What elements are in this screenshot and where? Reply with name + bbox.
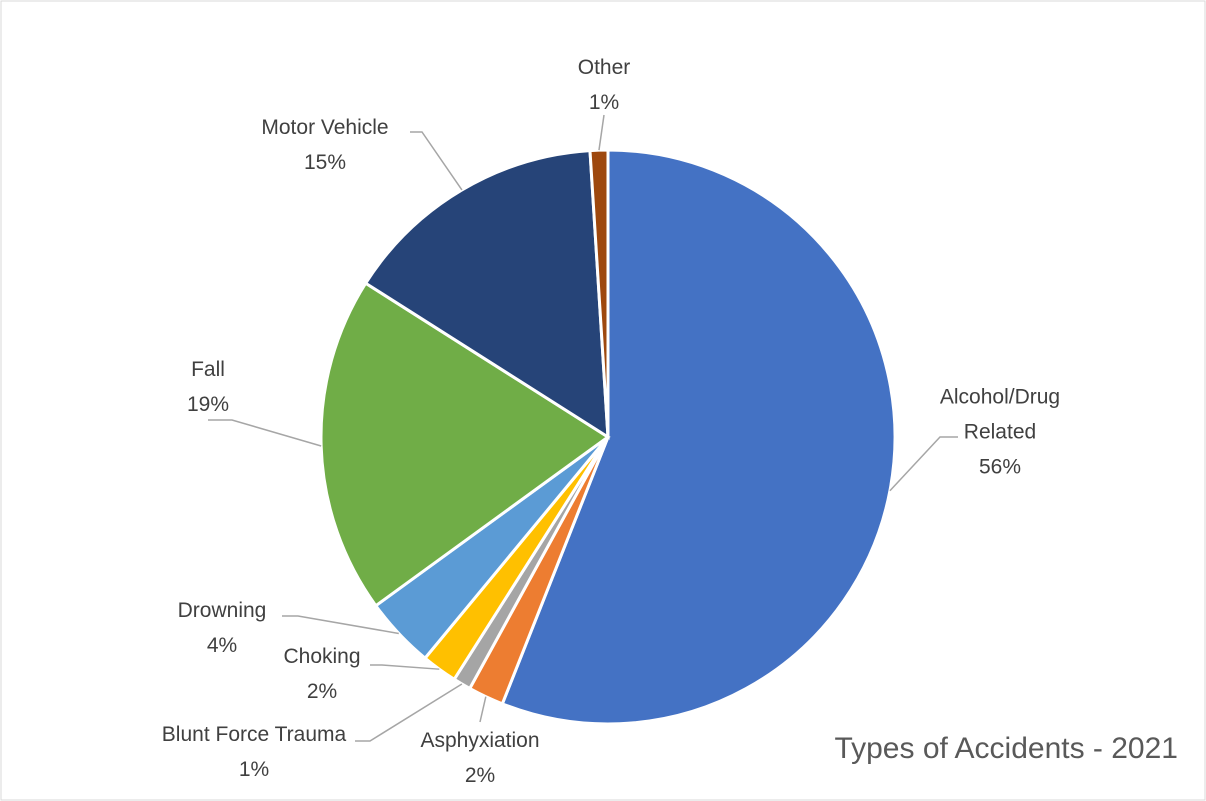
label-name: Asphyxiation [420, 729, 540, 752]
data-label: Motor Vehicle 15% [261, 110, 388, 180]
label-name: Fall [191, 358, 225, 381]
label-value: 1% [238, 758, 270, 781]
label-name: Drowning [177, 599, 267, 622]
pie-slice [500, 148, 897, 726]
label-value: 15% [303, 151, 347, 174]
label-name: Other [577, 56, 631, 79]
leader-line [208, 419, 322, 447]
label-value: 2% [464, 764, 496, 787]
label-value: 56% [978, 455, 1022, 479]
data-label: Other 1% [578, 50, 631, 120]
data-label: Choking 2% [283, 639, 360, 709]
leader-line [410, 131, 463, 191]
label-name: Motor Vehicle [261, 116, 389, 139]
label-value: 4% [206, 634, 238, 657]
label-name: Choking [283, 645, 361, 668]
leader-line [598, 114, 605, 151]
leader-line [889, 436, 958, 492]
chart-title: Types of Accidents - 2021 [834, 732, 1178, 765]
label-name: Blunt Force Trauma [161, 723, 347, 746]
data-label: Blunt Force Trauma 1% [162, 717, 346, 787]
pie-slice [319, 281, 611, 608]
leader-line [282, 615, 399, 635]
data-label: Fall 19% [187, 352, 229, 422]
leader-line [479, 696, 487, 723]
data-label: Alcohol/Drug Related 56% [915, 380, 1085, 485]
label-value: 19% [186, 393, 230, 416]
label-value: 1% [588, 91, 620, 114]
data-label: Drowning 4% [178, 593, 267, 663]
leader-line [355, 683, 463, 742]
label-value: 2% [306, 680, 338, 703]
data-label: Asphyxiation 2% [420, 723, 539, 793]
label-name: Alcohol/Drug Related [939, 385, 1061, 444]
leader-line [370, 664, 440, 670]
